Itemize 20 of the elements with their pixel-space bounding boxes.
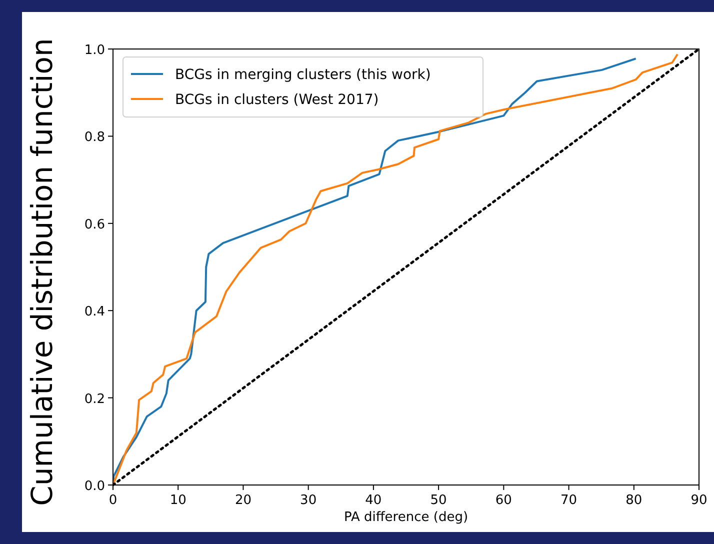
- x-tick-label: 70: [560, 493, 578, 508]
- x-axis-title: PA difference (deg): [344, 510, 468, 525]
- y-tick-label: 1.0: [84, 43, 105, 58]
- x-tick-label: 50: [430, 493, 447, 508]
- x-tick-label: 80: [626, 493, 642, 508]
- y-tick-label: 0.6: [84, 217, 105, 232]
- x-tick-label: 10: [170, 493, 186, 508]
- y-tick-label: 0.2: [84, 392, 105, 407]
- x-tick-label: 20: [234, 493, 252, 508]
- y-tick-label: 0.0: [84, 479, 105, 494]
- y-tick-label: 0.4: [84, 304, 105, 320]
- x-tick-label: 30: [300, 493, 317, 508]
- legend-label: BCGs in merging clusters (this work): [175, 67, 431, 83]
- x-tick-label: 60: [495, 493, 512, 508]
- y-axis-title: Cumulative distribution function: [25, 38, 59, 506]
- x-tick-label: 40: [365, 493, 382, 508]
- x-tick-label: 90: [690, 493, 708, 508]
- legend-label: BCGs in clusters (West 2017): [175, 92, 379, 108]
- x-tick-label: 0: [108, 493, 118, 508]
- y-tick-label: 0.8: [84, 130, 105, 146]
